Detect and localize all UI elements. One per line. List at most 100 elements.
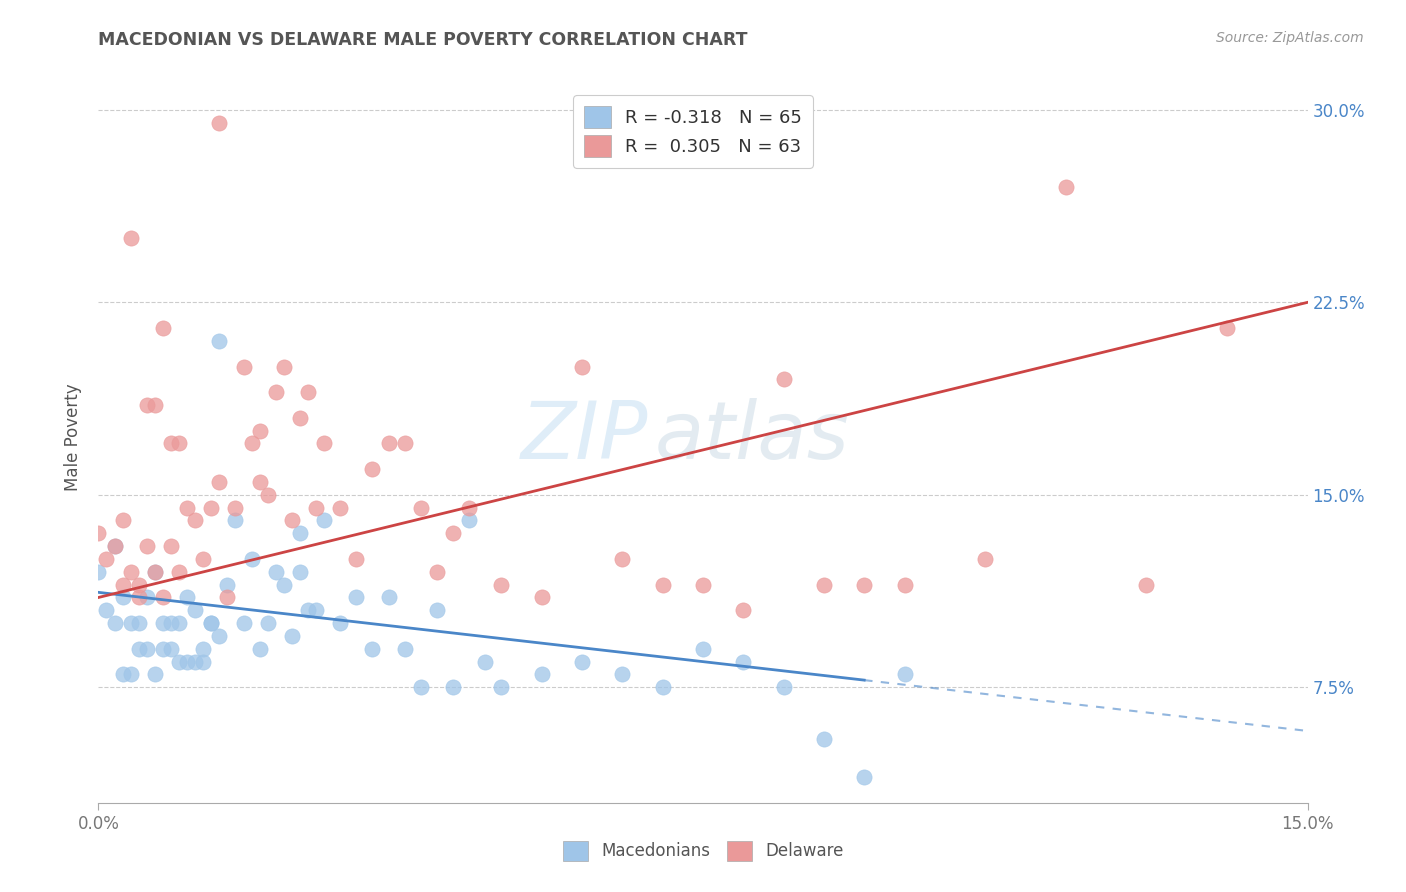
Point [160,436,183,450]
Point [344,591,367,605]
Point [458,514,481,528]
Point [208,475,231,489]
Point [530,591,553,605]
Point [893,577,915,591]
Point [152,616,174,631]
Point [128,616,150,631]
Point [612,667,634,681]
Point [426,565,449,579]
Point [167,616,190,631]
Point [772,681,794,695]
Point [217,591,239,605]
Point [176,500,198,515]
Point [974,552,997,566]
Point [111,667,134,681]
Point [87,565,110,579]
Text: MACEDONIAN VS DELAWARE MALE POVERTY CORRELATION CHART: MACEDONIAN VS DELAWARE MALE POVERTY CORR… [98,31,748,49]
Point [249,475,271,489]
Point [120,565,142,579]
Point [377,591,399,605]
Point [474,655,496,669]
Point [96,603,118,617]
Point [1216,321,1239,335]
Point [167,655,190,669]
Y-axis label: Male Poverty: Male Poverty [65,384,83,491]
Point [143,565,166,579]
Point [128,641,150,656]
Point [344,552,367,566]
Point [135,641,157,656]
Point [853,770,876,784]
Point [152,591,174,605]
Point [458,500,481,515]
Point [314,436,336,450]
Point [733,603,755,617]
Point [208,629,231,643]
Point [176,655,198,669]
Point [281,514,304,528]
Point [232,359,254,374]
Point [200,616,222,631]
Point [176,591,198,605]
Point [288,565,311,579]
Point [120,231,142,245]
Point [813,731,835,746]
Point [491,577,513,591]
Point [394,436,416,450]
Point [441,526,464,541]
Point [87,526,110,541]
Text: ZIP: ZIP [522,398,648,476]
Point [281,629,304,643]
Point [184,655,207,669]
Point [143,398,166,412]
Legend: Macedonians, Delaware: Macedonians, Delaware [555,834,851,868]
Point [256,488,278,502]
Point [273,359,295,374]
Point [305,500,328,515]
Point [288,410,311,425]
Point [135,591,157,605]
Point [193,641,215,656]
Point [160,539,183,553]
Point [249,641,271,656]
Text: Source: ZipAtlas.com: Source: ZipAtlas.com [1216,31,1364,45]
Point [111,591,134,605]
Point [692,577,714,591]
Point [297,603,319,617]
Point [314,514,336,528]
Point [224,500,246,515]
Point [184,514,207,528]
Point [217,577,239,591]
Point [128,577,150,591]
Point [571,359,593,374]
Point [361,641,384,656]
Point [167,436,190,450]
Point [491,681,513,695]
Point [103,616,125,631]
Point [1054,179,1077,194]
Point [288,526,311,541]
Point [441,681,464,695]
Point [273,577,295,591]
Point [651,681,673,695]
Point [152,321,174,335]
Point [103,539,125,553]
Point [193,655,215,669]
Point [394,641,416,656]
Point [167,565,190,579]
Point [409,681,432,695]
Point [111,514,134,528]
Point [160,641,183,656]
Point [893,667,915,681]
Point [200,616,222,631]
Point [571,655,593,669]
Point [305,603,328,617]
Point [120,616,142,631]
Point [264,565,287,579]
Point [232,616,254,631]
Point [377,436,399,450]
Point [193,552,215,566]
Point [135,539,157,553]
Point [1135,577,1157,591]
Point [208,116,231,130]
